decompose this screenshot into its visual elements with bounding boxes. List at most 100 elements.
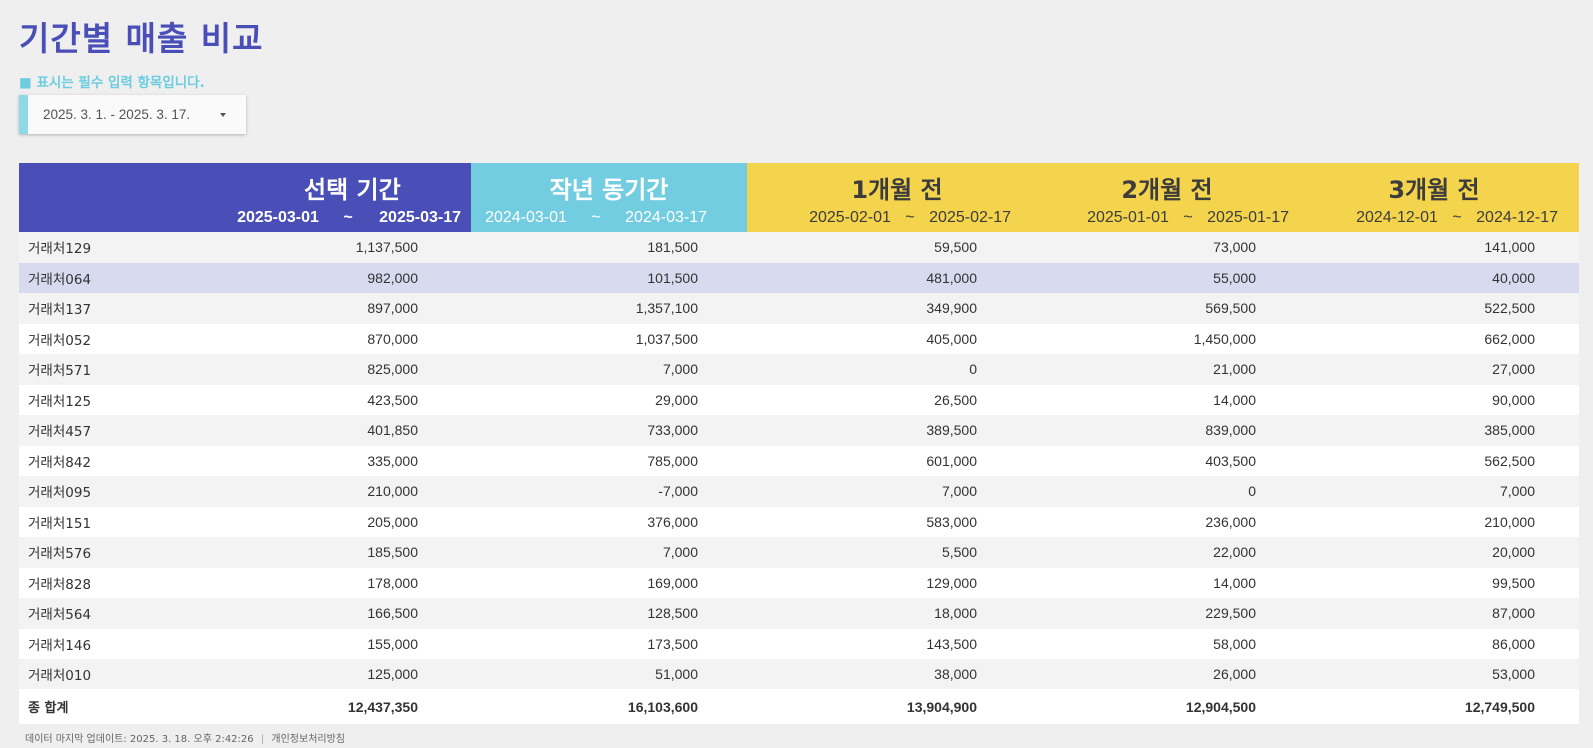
date-start: 2025-02-01 [809,209,891,226]
header-dates: 2025-03-01 ~ 2025-03-17 [237,209,461,227]
row-name: 거래처137 [28,302,92,318]
date-sep: ~ [1452,209,1462,226]
header-name: 1개월 전 [851,176,943,204]
date-range-picker[interactable]: 2025. 3. 1. - 2025. 3. 17. [19,95,246,134]
row-name: 거래처052 [28,332,92,349]
row-name: 거래처828 [28,576,92,593]
header-name: 선택 기간 [304,176,401,204]
total-last-year: 16,103,600 [627,699,698,715]
table-row[interactable]: 거래처576 185,500 7,000 5,500 22,000 20,000 [19,537,1579,568]
row-name: 거래처095 [28,485,92,501]
date-end: 2024-03-17 [625,209,707,226]
cell-1-month: 389,500 [926,422,977,438]
cell-1-month: 481,000 [926,269,977,286]
cell-3-months: 7,000 [1499,483,1535,499]
cell-last-year: 181,500 [647,239,698,255]
cell-last-year: 1,037,500 [635,330,698,347]
date-end: 2025-03-17 [379,209,461,226]
cell-1-month: 59,500 [934,239,977,255]
cell-2-months: 14,000 [1213,391,1256,408]
date-end: 2024-12-17 [1476,209,1558,226]
table-row[interactable]: 거래처564 166,500 128,500 18,000 229,500 87,000 [19,598,1579,629]
header-name: 2개월 전 [1121,176,1213,204]
table-row[interactable]: 거래처010 125,000 51,000 38,000 26,000 53,000 [19,659,1579,690]
cell-2-months: 14,000 [1213,574,1256,591]
privacy-policy-link[interactable]: 개인정보처리방침 [271,734,346,745]
cell-3-months: 20,000 [1492,544,1535,560]
table-row[interactable]: 거래처146 155,000 173,500 143,500 58,000 86,000 [19,628,1579,659]
table-row[interactable]: 거래처571 825,000 7,000 0 21,000 27,000 [19,354,1579,385]
report-footer: 데이터 마지막 업데이트: 2025. 3. 18. 오후 2:42:26 | … [25,730,345,745]
date-sep: ~ [1183,209,1193,226]
cell-2-months: 73,000 [1213,239,1256,255]
cell-selected: 185,500 [367,544,418,560]
row-name: 거래처571 [28,363,92,379]
cell-1-month: 601,000 [926,452,977,469]
cell-selected: 125,000 [367,666,418,682]
cell-last-year: 7,000 [662,361,698,377]
cell-last-year: 169,000 [647,574,698,591]
table-row[interactable]: 거래처828 178,000 169,000 129,000 14,000 99,500 [19,567,1579,598]
cell-3-months: 662,000 [1484,330,1535,347]
cell-3-months: 99,500 [1492,574,1535,591]
cell-last-year: 1,357,100 [635,300,698,316]
table-row[interactable]: 거래처125 423,500 29,000 26,500 14,000 90,000 [19,384,1579,415]
header-dates: 2025-01-01 ~ 2025-01-17 [1087,209,1289,227]
cell-1-month: 5,500 [941,544,977,560]
header-dates: 2025-02-01 ~ 2025-02-17 [809,209,1011,227]
header-name: 작년 동기간 [549,176,669,204]
cell-3-months: 141,000 [1484,239,1535,255]
cell-3-months: 86,000 [1492,635,1535,652]
table-row[interactable]: 거래처052 870,000 1,037,500 405,000 1,450,000 66… [19,323,1579,354]
header-name: 3개월 전 [1388,176,1480,204]
total-1-month: 13,904,900 [906,699,977,715]
table-body: 거래처129 1,137,500 181,500 59,500 73,000 141,00… [19,232,1579,690]
cell-2-months: 22,000 [1213,544,1256,560]
header-2-months-ago[interactable]: 2개월 전 2025-01-01 ~ 2025-01-17 [1027,163,1307,232]
table-row[interactable]: 거래처129 1,137,500 181,500 59,500 73,000 141,00… [19,232,1579,263]
table-row-highlighted[interactable]: 거래처064 982,000 101,500 481,000 55,000 40,000 [19,262,1579,293]
table-row[interactable]: 거래처842 335,000 785,000 601,000 403,500 562,50… [19,445,1579,476]
table-row[interactable]: 거래처137 897,000 1,357,100 349,900 569,500 522,… [19,293,1579,324]
date-range-value: 2025. 3. 1. - 2025. 3. 17. [43,107,191,122]
cell-last-year: 733,000 [647,422,698,438]
cell-selected: 335,000 [367,452,418,469]
header-last-year-period[interactable]: 작년 동기간 2024-03-01 ~ 2024-03-17 [471,163,747,232]
grand-total-row: 종 합계 12,437,350 16,103,600 13,904,900 12… [19,689,1579,724]
header-1-month-ago[interactable]: 1개월 전 2025-02-01 ~ 2025-02-17 [747,163,1027,232]
header-dates: 2024-12-01 ~ 2024-12-17 [1356,209,1558,227]
table-row[interactable]: 거래처457 401,850 733,000 389,500 839,000 385,00… [19,415,1579,446]
cell-2-months: 55,000 [1213,269,1256,286]
date-end: 2025-02-17 [929,209,1011,226]
date-start: 2024-03-01 [485,209,567,226]
cell-selected: 982,000 [367,269,418,286]
cell-selected: 1,137,500 [355,239,418,255]
table-row[interactable]: 거래처151 205,000 376,000 583,000 236,000 210,00… [19,506,1579,537]
cell-3-months: 562,500 [1484,452,1535,469]
header-3-months-ago[interactable]: 3개월 전 2024-12-01 ~ 2024-12-17 [1307,163,1579,232]
row-name: 거래처564 [28,607,92,623]
cell-selected: 210,000 [367,483,418,499]
cell-selected: 205,000 [367,513,418,530]
header-selected-period[interactable]: 선택 기간 2025-03-01 ~ 2025-03-17 [19,163,471,232]
chevron-down-icon [220,112,226,117]
table-row[interactable]: 거래처095 210,000 -7,000 7,000 0 7,000 [19,476,1579,507]
total-2-months: 12,904,500 [1185,699,1256,715]
cell-3-months: 385,000 [1484,422,1535,438]
cell-1-month: 143,500 [926,635,977,652]
cell-selected: 178,000 [367,574,418,591]
cell-selected: 401,850 [367,422,418,438]
cell-2-months: 569,500 [1205,300,1256,316]
cell-3-months: 522,500 [1484,300,1535,316]
total-selected: 12,437,350 [347,699,418,715]
row-name: 거래처129 [28,241,92,257]
date-end: 2025-01-17 [1207,209,1289,226]
row-name: 거래처151 [28,515,92,532]
cell-last-year: 101,500 [647,269,698,286]
cell-3-months: 40,000 [1492,269,1535,286]
sales-comparison-table: 선택 기간 2025-03-01 ~ 2025-03-17 작년 동기간 202… [19,163,1579,724]
cell-last-year: 376,000 [647,513,698,530]
row-name: 거래처146 [28,637,92,654]
cell-2-months: 58,000 [1213,635,1256,652]
cell-selected: 155,000 [367,635,418,652]
